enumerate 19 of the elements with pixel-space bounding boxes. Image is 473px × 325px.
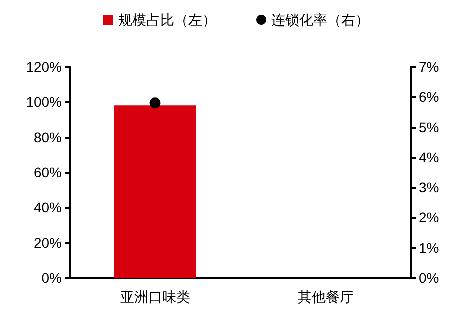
y2-tick-label: 3% — [419, 180, 440, 196]
x-tick-label: 其他餐厅 — [298, 289, 354, 305]
y2-tick-label: 4% — [419, 149, 440, 166]
y-tick-label: 100% — [26, 94, 62, 110]
x-tick-label: 亚洲口味类 — [120, 289, 190, 305]
y2-tick-label: 2% — [419, 210, 440, 226]
y-tick-label: 60% — [34, 164, 62, 180]
y2-tick-label: 6% — [419, 89, 440, 106]
y-tick-label: 120% — [26, 59, 62, 75]
y-tick-label: 0% — [42, 270, 62, 286]
y-tick-label: 20% — [34, 234, 62, 251]
y2-tick-label: 1% — [419, 240, 440, 256]
y2-tick-label: 7% — [419, 59, 440, 75]
legend-label: 规模占比（左） — [118, 12, 216, 28]
legend-label: 连锁化率（右） — [272, 12, 370, 28]
y2-tick-label: 0% — [419, 270, 440, 286]
y-tick-label: 80% — [34, 129, 62, 146]
y-tick-label: 40% — [34, 200, 62, 216]
y2-tick-label: 5% — [419, 119, 440, 136]
